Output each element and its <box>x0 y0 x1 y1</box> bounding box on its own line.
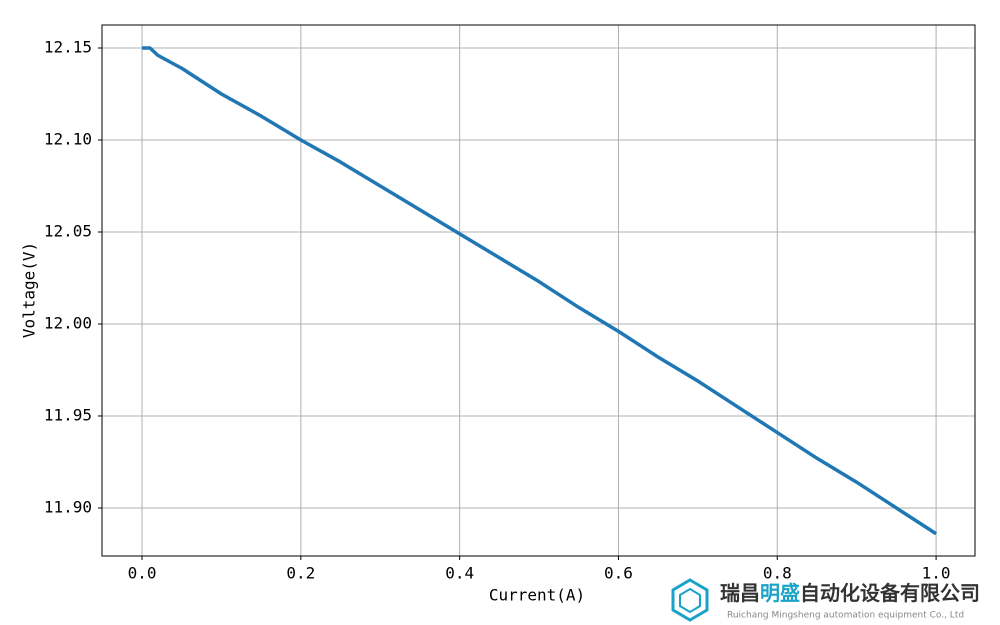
watermark-part: 瑞昌 <box>720 581 760 605</box>
watermark-part: 自动化设备有限公司 <box>800 581 980 605</box>
y-tick-label: 12.05 <box>44 221 92 240</box>
watermark-name: 瑞昌明盛自动化设备有限公司 <box>720 581 980 605</box>
plot-frame <box>101 24 976 557</box>
x-tick-label: 0.2 <box>286 564 315 583</box>
x-tick-label: 0.6 <box>604 564 633 583</box>
y-tick-label: 11.90 <box>44 497 92 516</box>
x-axis-label: Current(A) <box>489 586 585 605</box>
y-tick-label: 12.15 <box>44 37 92 56</box>
x-tick-label: 0.4 <box>445 564 474 583</box>
y-tick-label: 12.10 <box>44 129 92 148</box>
x-tick-label: 0.8 <box>763 564 792 583</box>
logo <box>671 578 709 622</box>
x-tick-label: 1.0 <box>922 564 951 583</box>
x-tick-label: 0.0 <box>128 564 157 583</box>
data-line <box>142 46 938 536</box>
y-axis-label: Voltage(V) <box>20 242 39 338</box>
watermark-part: 明盛 <box>760 581 800 605</box>
watermark-subtitle: Ruichang Mingsheng automation equipment … <box>727 611 964 621</box>
y-tick-label: 11.95 <box>44 405 92 424</box>
watermark: 瑞昌明盛自动化设备有限公司 Ruichang Mingsheng automat… <box>671 578 980 622</box>
y-tick-label: 12.00 <box>44 313 92 332</box>
axes: 11.90 11.95 12.00 12.05 12.10 12.15 0.0 0.2 0.4 0… <box>44 25 975 583</box>
